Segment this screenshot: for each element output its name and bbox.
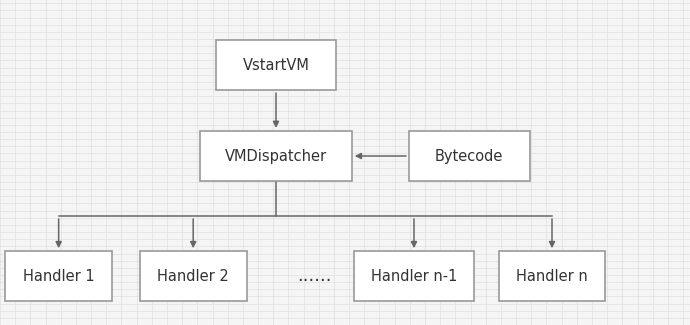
FancyBboxPatch shape — [200, 131, 352, 181]
Text: Handler n: Handler n — [516, 269, 588, 284]
Text: Handler n-1: Handler n-1 — [371, 269, 457, 284]
FancyBboxPatch shape — [140, 251, 247, 302]
Text: Handler 1: Handler 1 — [23, 269, 95, 284]
FancyBboxPatch shape — [353, 251, 475, 302]
Text: VMDispatcher: VMDispatcher — [225, 149, 327, 163]
Text: Handler 2: Handler 2 — [157, 269, 229, 284]
FancyBboxPatch shape — [6, 251, 112, 302]
Text: VstartVM: VstartVM — [243, 58, 309, 72]
Text: Bytecode: Bytecode — [435, 149, 504, 163]
Text: ......: ...... — [297, 267, 331, 285]
FancyBboxPatch shape — [498, 251, 606, 302]
FancyBboxPatch shape — [408, 131, 530, 181]
FancyBboxPatch shape — [215, 40, 337, 90]
